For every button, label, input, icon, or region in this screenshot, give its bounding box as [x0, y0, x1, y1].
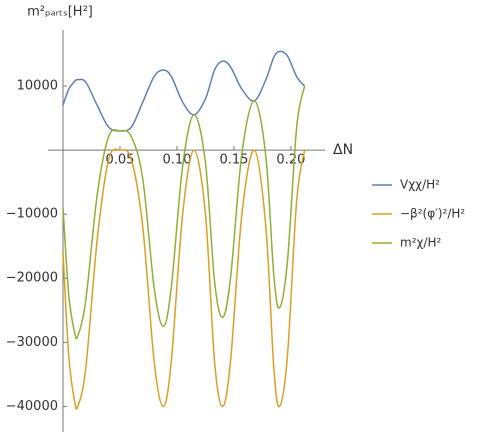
y-tick-label: −40000 — [6, 399, 58, 414]
legend-label: −β²(φ′)²/H² — [400, 207, 465, 221]
x-tick-label: 0.15 — [219, 153, 248, 168]
y-tick-label: −30000 — [6, 335, 58, 350]
y-tick-label: 10000 — [17, 79, 58, 94]
x-axis-label: ΔN — [333, 142, 353, 158]
series-line — [62, 148, 306, 410]
series-line — [62, 85, 306, 340]
x-tick-label: 0.20 — [276, 153, 305, 168]
legend-label: m²χ/H² — [400, 236, 441, 250]
legend-label: Vχχ/H² — [400, 178, 440, 192]
y-tick-label: −10000 — [6, 207, 58, 222]
y-axis-label: m²ₚₐᵣₜₛ[H²] — [27, 5, 93, 20]
series-line — [62, 50, 306, 132]
x-tick-label: 0.05 — [106, 153, 135, 168]
y-tick-label: −20000 — [6, 271, 58, 286]
x-tick-label: 0.10 — [162, 153, 191, 168]
